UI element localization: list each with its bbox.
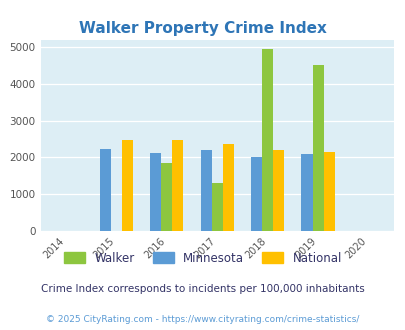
Bar: [312, 65, 323, 231]
Bar: [211, 183, 222, 231]
Bar: [172, 141, 183, 231]
Bar: [161, 163, 172, 231]
Bar: [150, 153, 161, 231]
Bar: [273, 150, 283, 231]
Bar: [323, 152, 334, 231]
Legend: Walker, Minnesota, National: Walker, Minnesota, National: [59, 247, 346, 269]
Bar: [200, 150, 211, 231]
Bar: [301, 154, 312, 231]
Bar: [99, 149, 111, 231]
Bar: [250, 157, 262, 231]
Bar: [122, 140, 132, 231]
Text: Walker Property Crime Index: Walker Property Crime Index: [79, 21, 326, 36]
Bar: [222, 144, 233, 231]
Bar: [262, 49, 273, 231]
Text: Crime Index corresponds to incidents per 100,000 inhabitants: Crime Index corresponds to incidents per…: [41, 284, 364, 294]
Text: © 2025 CityRating.com - https://www.cityrating.com/crime-statistics/: © 2025 CityRating.com - https://www.city…: [46, 315, 359, 324]
